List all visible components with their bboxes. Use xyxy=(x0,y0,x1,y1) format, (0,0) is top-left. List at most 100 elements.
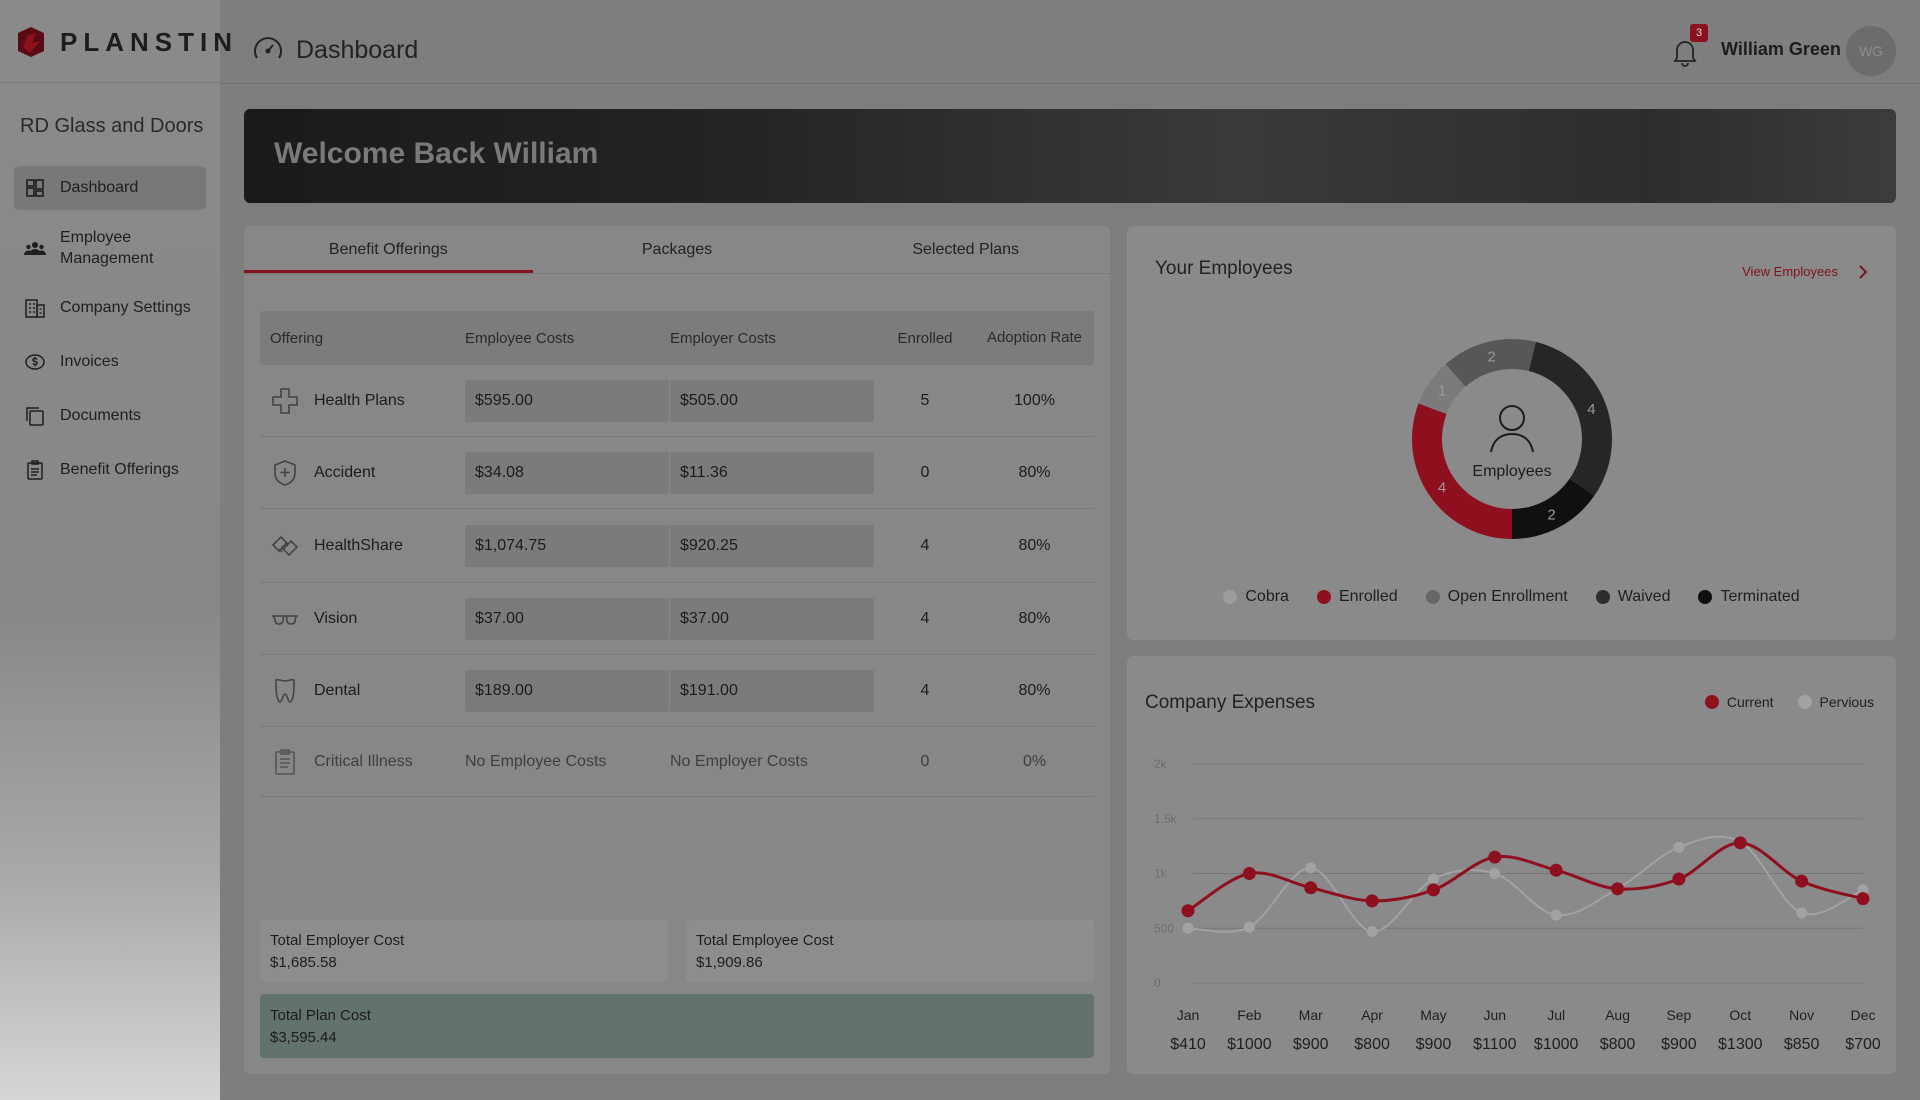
legend-item-cobra: Cobra xyxy=(1223,588,1289,606)
column-header-offering: Offering xyxy=(270,329,324,347)
offerings-card: Benefit Offerings Packages Selected Plan… xyxy=(244,226,1110,1074)
avatar[interactable]: WG xyxy=(1846,26,1896,76)
bell-icon[interactable] xyxy=(1670,36,1700,68)
offering-name: Critical Illness xyxy=(314,752,413,770)
view-employees-link[interactable]: View Employees xyxy=(1742,264,1868,279)
tooth-icon xyxy=(275,678,295,703)
sidebar-item-label: Employee Management xyxy=(60,229,154,267)
offering-cell: Health Plans xyxy=(260,386,465,416)
employee-cost: $189.00 xyxy=(465,669,669,712)
data-point-current[interactable] xyxy=(1242,867,1256,880)
data-point-pervious[interactable] xyxy=(1796,907,1808,919)
donut-slice-terminated[interactable] xyxy=(1512,478,1595,539)
data-point-current[interactable] xyxy=(1733,836,1747,850)
tab-selected-plans[interactable]: Selected Plans xyxy=(912,241,1020,258)
data-point-pervious[interactable] xyxy=(1427,873,1439,885)
clipboard-icon xyxy=(275,748,295,775)
offering-name: Dental xyxy=(314,681,361,699)
employer-cost: $505.00 xyxy=(670,379,874,422)
employer-cost: $11.36 xyxy=(670,451,874,494)
legend-dot xyxy=(1797,695,1812,709)
y-tick-label: 2k xyxy=(1154,757,1168,771)
data-point-current[interactable] xyxy=(1304,881,1318,895)
legend-item-open-enrollment: Open Enrollment xyxy=(1425,588,1568,606)
data-point-current[interactable] xyxy=(1856,892,1870,906)
x-tick-label: May xyxy=(1420,1007,1446,1023)
table-header: Offering Employee Costs Employer Costs E… xyxy=(260,311,1094,365)
employer-cost: $191.00 xyxy=(670,669,874,712)
data-point-current[interactable] xyxy=(1181,904,1195,918)
offering-cell: Vision xyxy=(260,604,465,634)
column-header-employee-costs: Employee Costs xyxy=(465,329,575,347)
data-point-current[interactable] xyxy=(1365,894,1379,908)
offerings-table: Offering Employee Costs Employer Costs E… xyxy=(260,311,1094,797)
sidebar-item-company-settings[interactable]: Company Settings xyxy=(14,286,206,330)
sidebar-item-employee-management[interactable]: Employee Management xyxy=(14,220,206,276)
donut-slice-enrolled[interactable] xyxy=(1412,403,1512,539)
table-row-dental[interactable]: Dental $189.00 $191.00 4 80% xyxy=(260,655,1094,727)
offering-cell: Critical Illness xyxy=(260,747,465,777)
shield-icon xyxy=(274,459,296,486)
y-tick-label: 1k xyxy=(1154,867,1168,881)
x-tick-label: Apr xyxy=(1361,1007,1383,1023)
total-plan-cost: Total Plan Cost $3,595.44 xyxy=(260,994,1094,1058)
chevron-right-icon xyxy=(1859,264,1868,279)
x-tick-label: Mar xyxy=(1299,1007,1323,1023)
data-point-pervious[interactable] xyxy=(1550,909,1562,921)
table-row-health-plans[interactable]: Health Plans $595.00 $505.00 5 100% xyxy=(260,365,1094,437)
donut-center-label: Employees xyxy=(1472,463,1551,480)
user-name[interactable]: William Green xyxy=(1721,39,1841,59)
legend-label: Cobra xyxy=(1245,588,1289,605)
sidebar-item-benefit-offerings[interactable]: Benefit Offerings xyxy=(14,448,206,492)
data-point-current[interactable] xyxy=(1488,850,1502,864)
data-point-current[interactable] xyxy=(1549,863,1563,877)
data-point-pervious[interactable] xyxy=(1182,922,1194,934)
data-point-pervious[interactable] xyxy=(1243,921,1255,933)
adoption-rate: 100% xyxy=(1014,391,1055,409)
donut-slice-cobra[interactable] xyxy=(1418,364,1466,415)
table-row-vision[interactable]: Vision $37.00 $37.00 4 80% xyxy=(260,583,1094,655)
handshake-icon xyxy=(271,535,299,556)
adoption-rate: 80% xyxy=(1018,463,1051,481)
table-row-accident[interactable]: Accident $34.08 $11.36 0 80% xyxy=(260,437,1094,509)
donut-chart: 1 2 4 2 4 Employees xyxy=(1412,339,1612,539)
table-row-healthshare[interactable]: HealthShare $1,074.75 $920.25 4 80% xyxy=(260,509,1094,583)
data-point-pervious[interactable] xyxy=(1366,926,1378,938)
donut-slice-label: 2 xyxy=(1487,348,1495,365)
employees-title: Your Employees xyxy=(1155,258,1293,279)
adoption-rate: 0% xyxy=(1022,752,1047,770)
top-header: Dashboard 3 William Green WG xyxy=(220,0,1920,84)
sidebar-item-documents[interactable]: Documents xyxy=(14,394,206,438)
planstin-logo-icon xyxy=(18,27,44,57)
expenses-card: 0 500 1k 1.5k 2k Jan $410 Feb $1000 Mar $900 Apr $80… xyxy=(1127,656,1896,1074)
month-value-label: $900 xyxy=(1416,1036,1452,1053)
tab-packages[interactable]: Packages xyxy=(641,241,713,258)
legend-dot xyxy=(1595,590,1610,604)
donut-slice-waived[interactable] xyxy=(1528,341,1612,496)
data-point-pervious[interactable] xyxy=(1489,868,1501,879)
brand-logo[interactable]: PLANSTIN xyxy=(14,22,238,62)
month-value-label: $850 xyxy=(1784,1036,1820,1053)
legend-item-waived: Waived xyxy=(1595,588,1670,606)
data-point-pervious[interactable] xyxy=(1673,841,1685,853)
tab-benefit-offerings[interactable]: Benefit Offerings xyxy=(244,226,533,273)
x-tick-label: Dec xyxy=(1851,1007,1876,1023)
sidebar-item-dashboard[interactable]: Dashboard xyxy=(14,166,206,210)
donut-slice-open-enrollment[interactable] xyxy=(1445,339,1536,387)
legend-dot xyxy=(1698,590,1713,604)
donut-slice-label: 4 xyxy=(1438,479,1446,496)
data-point-current[interactable] xyxy=(1795,874,1809,888)
y-tick-label: 500 xyxy=(1154,921,1174,935)
data-point-current[interactable] xyxy=(1611,882,1625,896)
sidebar-item-label: Invoices xyxy=(60,353,119,370)
employer-cost: $920.25 xyxy=(670,524,874,567)
data-point-current[interactable] xyxy=(1426,883,1440,897)
month-value-label: $700 xyxy=(1845,1036,1881,1053)
table-row-critical-illness[interactable]: Critical Illness No Employee Costs No Em… xyxy=(260,727,1094,797)
data-point-pervious[interactable] xyxy=(1305,862,1317,874)
data-point-current[interactable] xyxy=(1672,872,1686,886)
data-point-pervious[interactable] xyxy=(1857,884,1869,896)
sidebar-item-invoices[interactable]: Invoices xyxy=(14,340,206,384)
adoption-rate: 80% xyxy=(1018,536,1051,554)
sidebar-item-label: Benefit Offerings xyxy=(60,461,179,478)
